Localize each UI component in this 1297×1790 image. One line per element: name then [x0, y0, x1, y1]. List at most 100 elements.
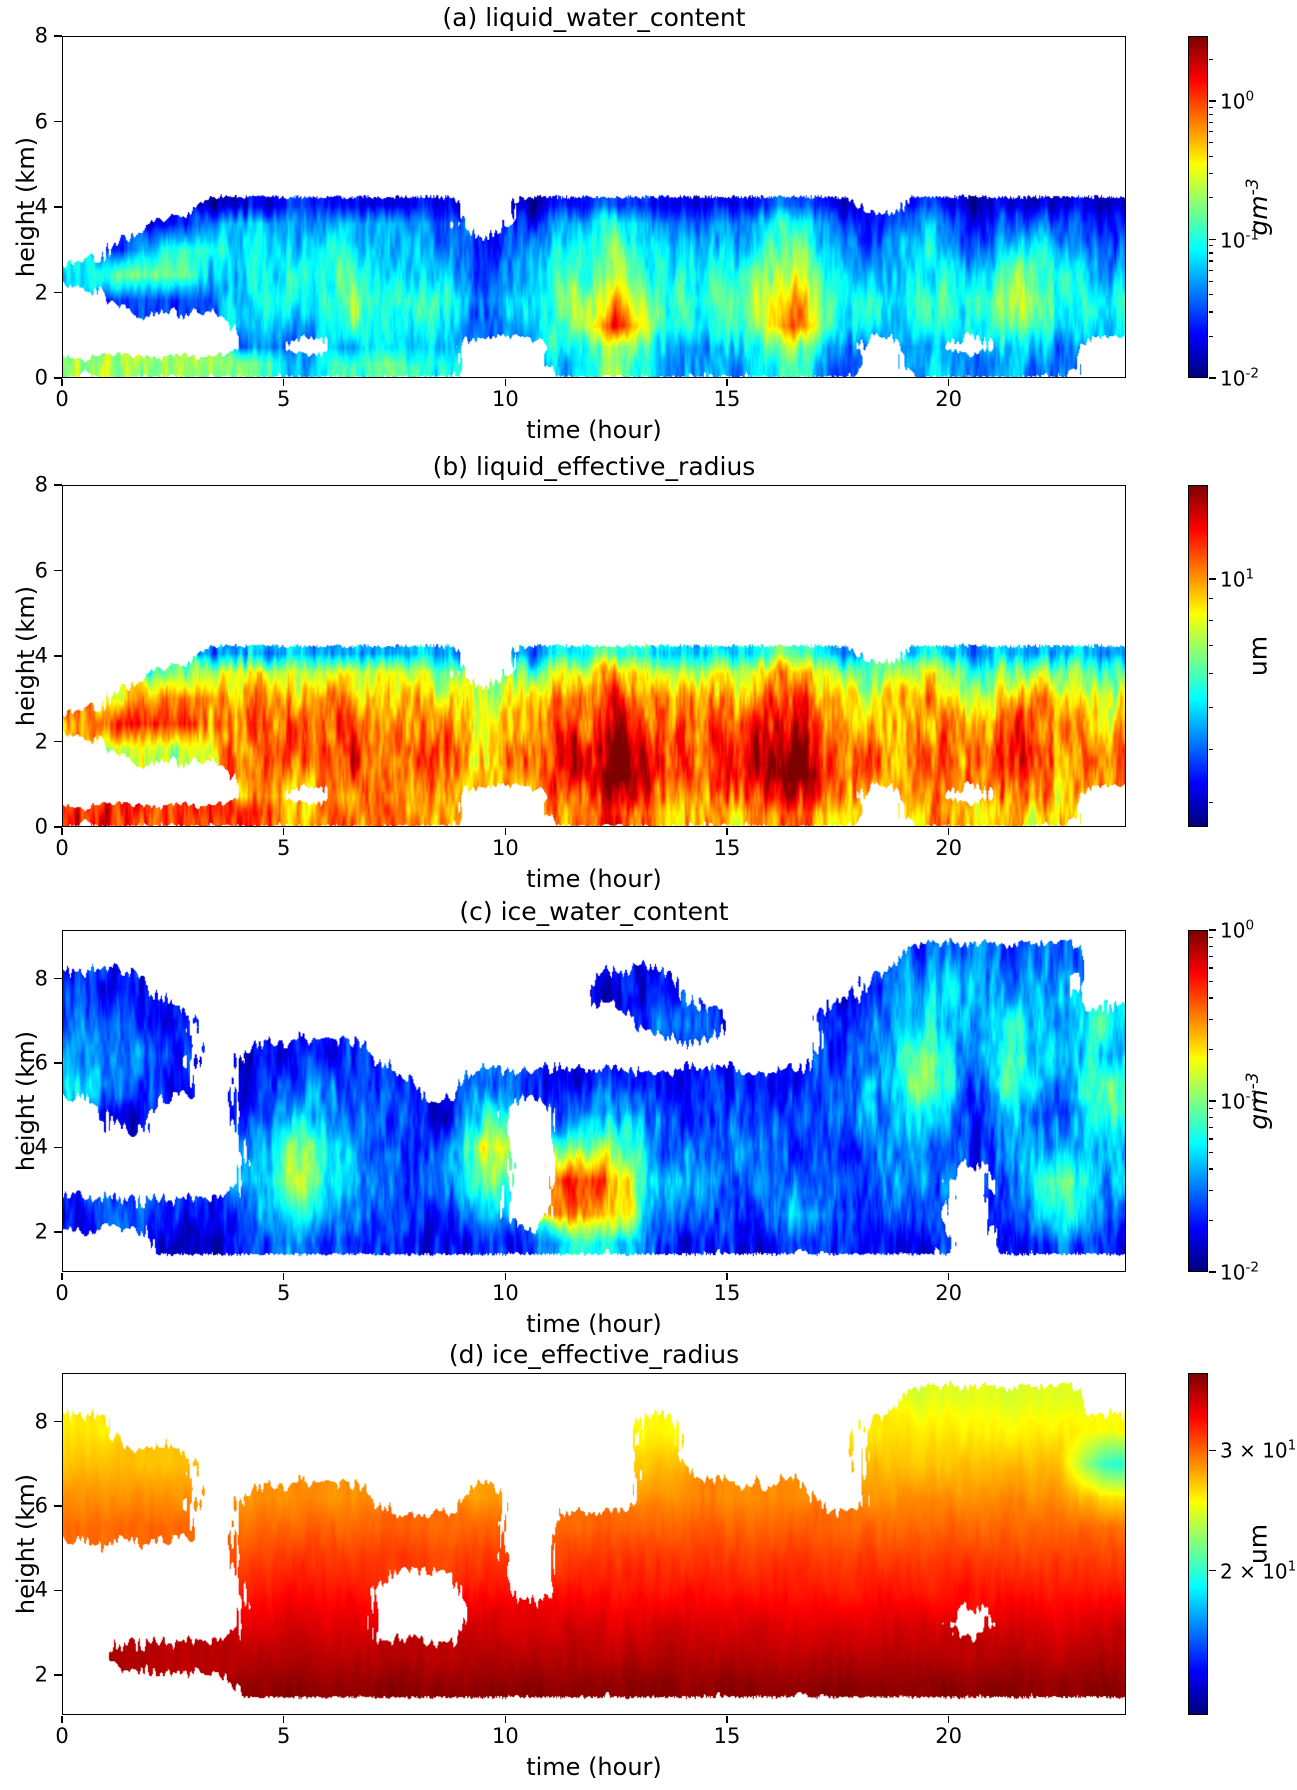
plot-area — [62, 1373, 1126, 1715]
y-tick-mark — [54, 206, 62, 208]
x-tick-label: 10 — [491, 836, 519, 860]
x-tick-label: 5 — [276, 1281, 291, 1305]
y-tick-mark — [54, 569, 62, 572]
x-tick-mark — [504, 1273, 507, 1280]
y-tick-label: 8 — [34, 966, 48, 991]
y-tick-label: 6 — [34, 1493, 48, 1518]
colorbar-major-tick — [1209, 1100, 1216, 1102]
panel-title: (d) ice_effective_radius — [448, 1340, 740, 1369]
plot-area — [62, 36, 1126, 378]
y-tick-mark — [54, 1062, 62, 1064]
colorbar-tick-label: 10-1 — [1220, 1088, 1260, 1114]
x-tick-mark — [947, 379, 950, 386]
y-tick-mark — [54, 826, 62, 828]
x-tick-mark — [282, 379, 285, 386]
plot-area — [62, 485, 1126, 827]
x-tick-label: 20 — [935, 387, 963, 411]
x-tick-label: 10 — [491, 1724, 519, 1748]
colorbar-gradient — [1189, 486, 1207, 826]
y-tick-mark — [54, 740, 62, 743]
colorbar-minor-tick — [1209, 955, 1213, 958]
colorbar-tick-label: 10-2 — [1220, 1259, 1260, 1285]
colorbar-major-tick — [1209, 377, 1216, 379]
x-axis-label: time (hour) — [526, 865, 662, 893]
colorbar-minor-tick — [1209, 967, 1213, 969]
colorbar-unit-label: um — [1243, 635, 1273, 677]
y-tick-label: 6 — [34, 1050, 48, 1075]
heatmap-canvas — [63, 37, 1125, 377]
x-tick-label: 15 — [713, 836, 741, 860]
colorbar-tick-label: 2 × 101 — [1220, 1558, 1297, 1583]
y-tick-label: 6 — [34, 558, 48, 582]
x-tick-mark — [726, 828, 728, 835]
colorbar-minor-tick — [1209, 131, 1213, 133]
panel-title: (c) ice_water_content — [459, 897, 729, 926]
colorbar-minor-tick — [1209, 172, 1213, 175]
colorbar-minor-tick — [1209, 121, 1213, 124]
x-tick-label: 15 — [713, 387, 741, 411]
plot-area — [62, 930, 1126, 1272]
colorbar-minor-tick — [1209, 937, 1213, 939]
x-tick-mark — [947, 1273, 950, 1280]
y-tick-mark — [54, 377, 62, 379]
x-tick-label: 0 — [55, 836, 69, 860]
colorbar-unit-label: um — [1243, 1523, 1273, 1565]
colorbar-minor-tick — [1209, 1048, 1213, 1051]
y-tick-label: 8 — [34, 23, 48, 48]
y-tick-mark — [54, 977, 62, 980]
colorbar-minor-tick — [1209, 997, 1213, 999]
panel-title: (b) liquid_effective_radius — [432, 452, 756, 481]
x-tick-label: 0 — [55, 387, 69, 411]
y-tick-mark — [54, 1505, 62, 1507]
heatmap-canvas — [63, 931, 1125, 1271]
y-tick-mark — [54, 655, 62, 657]
x-tick-label: 15 — [713, 1724, 741, 1748]
y-tick-mark — [54, 1589, 62, 1592]
colorbar-minor-tick — [1209, 598, 1213, 600]
colorbar-minor-tick — [1209, 1108, 1213, 1110]
colorbar-tick-label: 10-1 — [1220, 227, 1260, 252]
colorbar-minor-tick — [1209, 113, 1213, 116]
y-tick-label: 4 — [34, 1134, 48, 1159]
colorbar-tick-label: 3 × 101 — [1220, 1437, 1297, 1463]
x-tick-mark — [726, 379, 728, 386]
colorbar-minor-tick — [1209, 269, 1213, 271]
colorbar-major-tick — [1209, 1271, 1216, 1273]
y-tick-label: 6 — [34, 109, 48, 133]
x-tick-label: 20 — [935, 836, 963, 860]
colorbar-major-tick — [1209, 1569, 1216, 1572]
colorbar-tick-label: 100 — [1220, 917, 1255, 943]
colorbar-minor-tick — [1209, 294, 1213, 296]
y-tick-label: 4 — [34, 643, 48, 668]
colorbar-minor-tick — [1209, 1138, 1213, 1140]
colorbar-minor-tick — [1209, 260, 1213, 262]
x-tick-mark — [61, 379, 63, 386]
x-tick-mark — [504, 379, 507, 386]
colorbar-major-tick — [1209, 1449, 1216, 1451]
y-tick-mark — [54, 1231, 62, 1233]
colorbar-minor-tick — [1209, 1018, 1213, 1020]
colorbar-minor-tick — [1209, 1151, 1213, 1154]
x-tick-label: 10 — [491, 1281, 519, 1305]
y-tick-label: 4 — [34, 194, 48, 219]
colorbar-tick-label: 100 — [1220, 88, 1255, 114]
y-tick-label: 8 — [34, 1409, 48, 1434]
x-tick-label: 15 — [713, 1281, 741, 1305]
colorbar-minor-tick — [1209, 252, 1213, 254]
heatmap-canvas — [63, 486, 1125, 826]
colorbar-minor-tick — [1209, 58, 1213, 60]
colorbar-minor-tick — [1209, 748, 1213, 750]
colorbar-minor-tick — [1209, 1189, 1213, 1191]
x-axis-label: time (hour) — [526, 1310, 662, 1338]
x-tick-mark — [282, 828, 285, 835]
colorbar-minor-tick — [1209, 280, 1213, 282]
colorbar-minor-tick — [1209, 1126, 1213, 1129]
colorbar-minor-tick — [1209, 801, 1213, 804]
y-tick-mark — [54, 1420, 62, 1423]
x-tick-mark — [726, 1273, 728, 1280]
colorbar-gradient — [1189, 1374, 1207, 1714]
x-tick-label: 5 — [276, 836, 291, 860]
y-tick-mark — [54, 1146, 62, 1149]
colorbar — [1188, 485, 1208, 827]
